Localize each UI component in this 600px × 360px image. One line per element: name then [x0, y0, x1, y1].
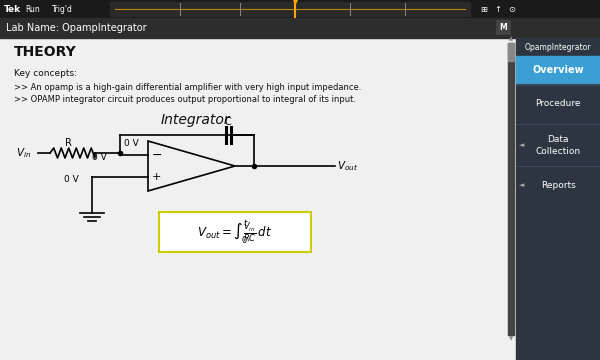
- Bar: [110, 2, 470, 16]
- Bar: [516, 56, 600, 84]
- Text: Overview: Overview: [532, 65, 584, 75]
- Text: Lab Name: OpampIntegrator: Lab Name: OpampIntegrator: [6, 23, 146, 33]
- Text: Key concepts:: Key concepts:: [14, 69, 77, 78]
- Text: ⊞: ⊞: [480, 4, 487, 13]
- FancyBboxPatch shape: [159, 212, 311, 252]
- Text: R: R: [65, 138, 71, 148]
- Text: Collection: Collection: [535, 147, 581, 156]
- Bar: [0, 0, 600, 18]
- Text: $V_{in}$: $V_{in}$: [16, 146, 31, 160]
- Text: Run: Run: [25, 4, 40, 13]
- Text: 0 V: 0 V: [92, 153, 107, 162]
- Text: >> An opamp is a high-gain differential amplifier with very high input impedance: >> An opamp is a high-gain differential …: [14, 84, 361, 93]
- Text: C: C: [224, 117, 232, 127]
- Text: >> OPAMP integrator circuit produces output proportional to integral of its inpu: >> OPAMP integrator circuit produces out…: [14, 95, 356, 104]
- Text: $V_{out}$: $V_{out}$: [337, 159, 358, 173]
- Bar: [508, 43, 514, 335]
- Text: $V_{out} = \int_0^t\!\!\frac{V_{in}}{RC}\,dt$: $V_{out} = \int_0^t\!\!\frac{V_{in}}{RC}…: [197, 218, 272, 246]
- Text: 0 V: 0 V: [64, 175, 79, 184]
- Text: ▲: ▲: [509, 36, 513, 41]
- Text: Reports: Reports: [541, 180, 575, 189]
- Text: Data: Data: [547, 135, 569, 144]
- Text: ⊙: ⊙: [508, 4, 515, 13]
- Text: OpampIntegrator: OpampIntegrator: [525, 42, 591, 51]
- Text: +: +: [152, 172, 161, 182]
- Text: THEORY: THEORY: [14, 45, 77, 59]
- Text: Tek: Tek: [4, 4, 21, 13]
- Text: ↑: ↑: [494, 4, 501, 13]
- Text: ◄: ◄: [519, 182, 524, 188]
- Bar: [508, 43, 514, 61]
- Text: Integrator: Integrator: [160, 113, 230, 127]
- Text: −: −: [152, 148, 163, 162]
- Text: Trig'd: Trig'd: [52, 4, 73, 13]
- Bar: [0, 18, 600, 38]
- Text: 0 V: 0 V: [124, 139, 139, 148]
- Text: Procedure: Procedure: [535, 99, 581, 108]
- Text: ◄: ◄: [519, 142, 524, 148]
- Bar: [496, 20, 510, 34]
- Text: ▼: ▼: [509, 337, 513, 342]
- Bar: [516, 38, 600, 360]
- Bar: [0, 38, 516, 360]
- Text: M: M: [499, 23, 507, 32]
